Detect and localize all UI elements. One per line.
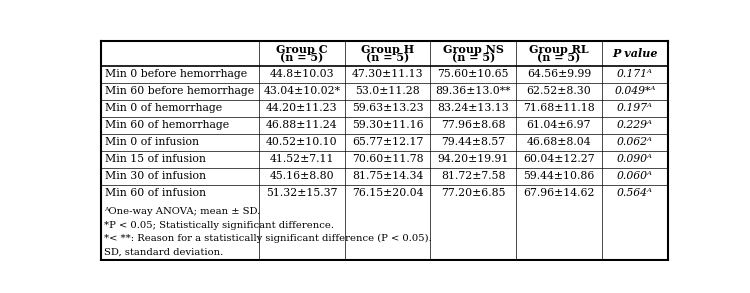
Text: Min 60 before hemorrhage: Min 60 before hemorrhage — [105, 86, 254, 96]
Text: 0.197ᴬ: 0.197ᴬ — [617, 103, 653, 113]
Text: Min 0 of infusion: Min 0 of infusion — [105, 137, 199, 147]
Text: 76.15±20.04: 76.15±20.04 — [352, 188, 424, 198]
Text: Min 30 of infusion: Min 30 of infusion — [105, 171, 206, 181]
Text: Min 60 of infusion: Min 60 of infusion — [105, 188, 206, 198]
Text: Group H: Group H — [361, 44, 414, 55]
Text: Min 60 of hemorrhage: Min 60 of hemorrhage — [105, 120, 229, 130]
Text: 0.171ᴬ: 0.171ᴬ — [617, 69, 653, 79]
Text: (n = 5): (n = 5) — [280, 52, 323, 63]
Text: 75.60±10.65: 75.60±10.65 — [437, 69, 509, 79]
Text: 44.20±11.23: 44.20±11.23 — [266, 103, 338, 113]
Text: 60.04±12.27: 60.04±12.27 — [524, 154, 595, 164]
Text: 44.8±10.03: 44.8±10.03 — [270, 69, 334, 79]
Text: 41.52±7.11: 41.52±7.11 — [270, 154, 334, 164]
Text: 0.049*ᴬ: 0.049*ᴬ — [614, 86, 656, 96]
Text: SD, standard deviation.: SD, standard deviation. — [104, 248, 223, 256]
Text: 64.56±9.99: 64.56±9.99 — [526, 69, 591, 79]
Text: 79.44±8.57: 79.44±8.57 — [441, 137, 506, 147]
Text: Min 0 before hemorrhage: Min 0 before hemorrhage — [105, 69, 247, 79]
Text: 43.04±10.02*: 43.04±10.02* — [263, 86, 340, 96]
Text: Group C: Group C — [276, 44, 328, 55]
Text: 59.30±11.16: 59.30±11.16 — [352, 120, 424, 130]
Text: 59.63±13.23: 59.63±13.23 — [352, 103, 424, 113]
Text: (n = 5): (n = 5) — [537, 52, 580, 63]
Text: 45.16±8.80: 45.16±8.80 — [270, 171, 334, 181]
Text: (n = 5): (n = 5) — [366, 52, 410, 63]
Text: 62.52±8.30: 62.52±8.30 — [526, 86, 591, 96]
Text: *< **: Reason for a statistically significant difference (P < 0.05).: *< **: Reason for a statistically signif… — [104, 234, 431, 243]
Text: 71.68±11.18: 71.68±11.18 — [523, 103, 595, 113]
Text: P value: P value — [612, 48, 658, 59]
Text: ᴬOne-way ANOVA; mean ± SD.: ᴬOne-way ANOVA; mean ± SD. — [104, 207, 260, 216]
Text: 59.44±10.86: 59.44±10.86 — [524, 171, 595, 181]
Text: 0.229ᴬ: 0.229ᴬ — [617, 120, 653, 130]
Text: 61.04±6.97: 61.04±6.97 — [526, 120, 591, 130]
Text: 47.30±11.13: 47.30±11.13 — [352, 69, 424, 79]
Text: 77.20±6.85: 77.20±6.85 — [441, 188, 506, 198]
Text: 40.52±10.10: 40.52±10.10 — [266, 137, 338, 147]
Text: 46.88±11.24: 46.88±11.24 — [266, 120, 338, 130]
Text: 53.0±11.28: 53.0±11.28 — [356, 86, 420, 96]
Text: *P < 0.05; Statistically significant difference.: *P < 0.05; Statistically significant dif… — [104, 221, 334, 229]
Text: Min 15 of infusion: Min 15 of infusion — [105, 154, 206, 164]
Text: 51.32±15.37: 51.32±15.37 — [266, 188, 338, 198]
Text: 77.96±8.68: 77.96±8.68 — [441, 120, 506, 130]
Text: 67.96±14.62: 67.96±14.62 — [524, 188, 595, 198]
Text: 65.77±12.17: 65.77±12.17 — [352, 137, 423, 147]
Text: 46.68±8.04: 46.68±8.04 — [526, 137, 591, 147]
Text: 0.062ᴬ: 0.062ᴬ — [617, 137, 653, 147]
Text: 0.564ᴬ: 0.564ᴬ — [617, 188, 653, 198]
Text: 83.24±13.13: 83.24±13.13 — [437, 103, 509, 113]
Text: Group NS: Group NS — [442, 44, 504, 55]
Text: 81.72±7.58: 81.72±7.58 — [441, 171, 506, 181]
Text: (n = 5): (n = 5) — [452, 52, 495, 63]
Text: 70.60±11.78: 70.60±11.78 — [352, 154, 424, 164]
Text: 81.75±14.34: 81.75±14.34 — [352, 171, 423, 181]
Text: 94.20±19.91: 94.20±19.91 — [437, 154, 509, 164]
Text: Group RL: Group RL — [530, 44, 589, 55]
Text: 0.060ᴬ: 0.060ᴬ — [617, 171, 653, 181]
Text: Min 0 of hemorrhage: Min 0 of hemorrhage — [105, 103, 222, 113]
Text: 0.090ᴬ: 0.090ᴬ — [617, 154, 653, 164]
Text: 89.36±13.0**: 89.36±13.0** — [436, 86, 511, 96]
